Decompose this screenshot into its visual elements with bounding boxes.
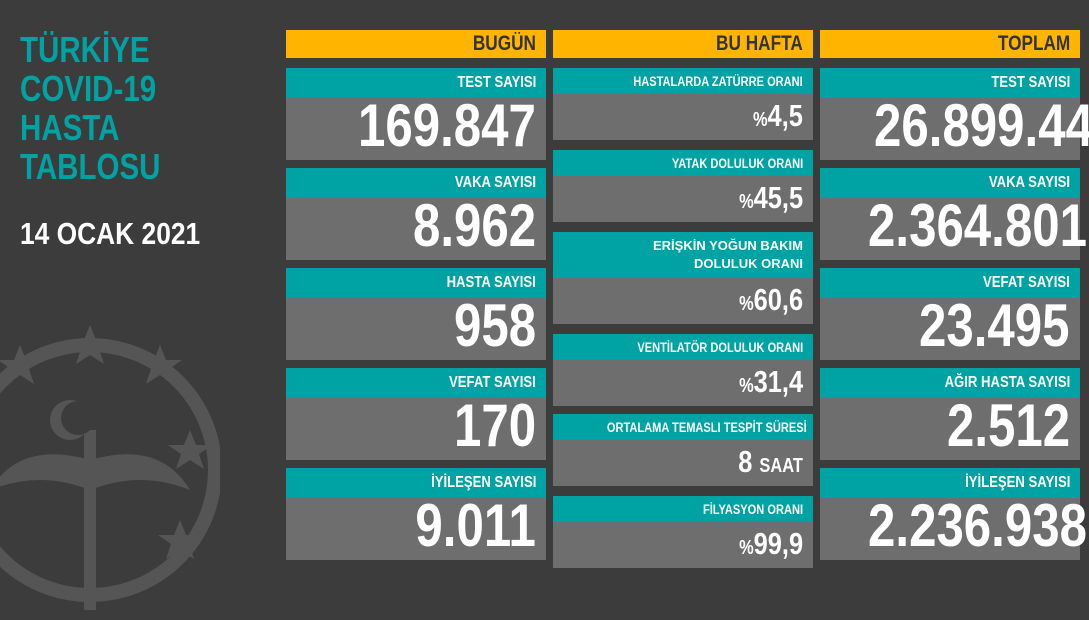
card-label: AĞIR HASTA SAYISI: [944, 374, 1070, 391]
card-value: 31,4: [753, 364, 803, 399]
today-column: BUGÜN: [286, 30, 546, 58]
card-label: VAKA SAYISI: [454, 174, 536, 191]
card-label: VEFAT SAYISI: [449, 374, 536, 391]
card-value: 8: [738, 444, 753, 479]
week-header: BU HAFTA: [553, 30, 813, 58]
today-patient-card: HASTA SAYISI 958: [286, 268, 546, 360]
card-value: 169.847: [358, 92, 536, 159]
card-value: 45,5: [753, 180, 803, 215]
unit-label: SAAT: [759, 455, 803, 477]
week-column: BU HAFTA: [553, 30, 813, 58]
today-test-card: TEST SAYISI 169.847: [286, 68, 546, 160]
card-label: İYİLEŞEN SAYISI: [430, 474, 536, 491]
total-severe-card: AĞIR HASTA SAYISI 2.512: [820, 368, 1080, 460]
percent-sign: %: [738, 375, 754, 397]
card-label: VAKA SAYISI: [988, 174, 1070, 191]
total-case-card: VAKA SAYISI 2.364.801: [820, 168, 1087, 260]
percent-sign: %: [738, 191, 754, 213]
card-label: VEFAT SAYISI: [983, 274, 1070, 291]
card-value: 2.512: [946, 392, 1070, 459]
week-ventilator-card: VENTİLATÖR DOLULUK ORANI %31,4: [553, 334, 813, 406]
total-column: TOPLAM: [820, 30, 1080, 58]
card-label: TEST SAYISI: [457, 74, 536, 91]
card-value: 99,9: [753, 526, 803, 561]
card-value: 8.962: [412, 192, 536, 259]
card-value: 4,5: [767, 98, 803, 133]
week-bed-card: YATAK DOLULUK ORANI %45,5: [553, 150, 813, 222]
card-label: ORTALAMA TEMASLI TESPİT SÜRESİ: [606, 420, 807, 435]
today-case-card: VAKA SAYISI 8.962: [286, 168, 546, 260]
card-label: HASTA SAYISI: [446, 274, 536, 291]
card-value: 2.236.938: [868, 492, 1087, 559]
total-recovered-card: İYİLEŞEN SAYISI 2.236.938: [820, 468, 1087, 560]
card-label: VENTİLATÖR DOLULUK ORANI: [637, 340, 803, 355]
card-value: 9.011: [415, 492, 536, 559]
week-icu-card: ERİŞKİN YOĞUN BAKIM DOLULUK ORANI %60,6: [553, 232, 813, 324]
card-label: ERİŞKİN YOĞUN BAKIM DOLULUK ORANI: [653, 238, 803, 271]
card-value: 60,6: [753, 282, 803, 317]
card-label: FİLYASYON ORANI: [702, 502, 803, 517]
card-label: YATAK DOLULUK ORANI: [671, 156, 803, 171]
percent-sign: %: [753, 109, 768, 131]
percent-sign: %: [738, 537, 754, 559]
week-filiation-card: FİLYASYON ORANI %99,9: [553, 496, 813, 568]
total-header: TOPLAM: [820, 30, 1080, 58]
report-date: 14 OCAK 2021: [20, 216, 201, 251]
card-label: İYİLEŞEN SAYISI: [964, 474, 1070, 491]
week-contact-card: ORTALAMA TEMASLI TESPİT SÜRESİ 8 SAAT: [553, 414, 813, 486]
today-death-card: VEFAT SAYISI 170: [286, 368, 546, 460]
card-label: HASTALARDA ZATÜRRE ORANI: [633, 74, 803, 89]
card-value: 26.899.442: [874, 92, 1089, 159]
card-label: TEST SAYISI: [991, 74, 1070, 91]
today-header: BUGÜN: [286, 30, 546, 58]
card-value: 958: [453, 292, 536, 359]
card-value: 170: [453, 392, 536, 459]
total-death-card: VEFAT SAYISI 23.495: [820, 268, 1080, 360]
today-recovered-card: İYİLEŞEN SAYISI 9.011: [286, 468, 546, 560]
card-value: 23.495: [919, 292, 1070, 359]
page-title: TÜRKİYE COVID-19 HASTA TABLOSU: [20, 29, 161, 187]
percent-sign: %: [738, 293, 754, 315]
week-pneumonia-card: HASTALARDA ZATÜRRE ORANI %4,5: [553, 68, 813, 140]
ministry-emblem-icon: [0, 325, 220, 610]
card-value: 2.364.801: [868, 192, 1087, 259]
